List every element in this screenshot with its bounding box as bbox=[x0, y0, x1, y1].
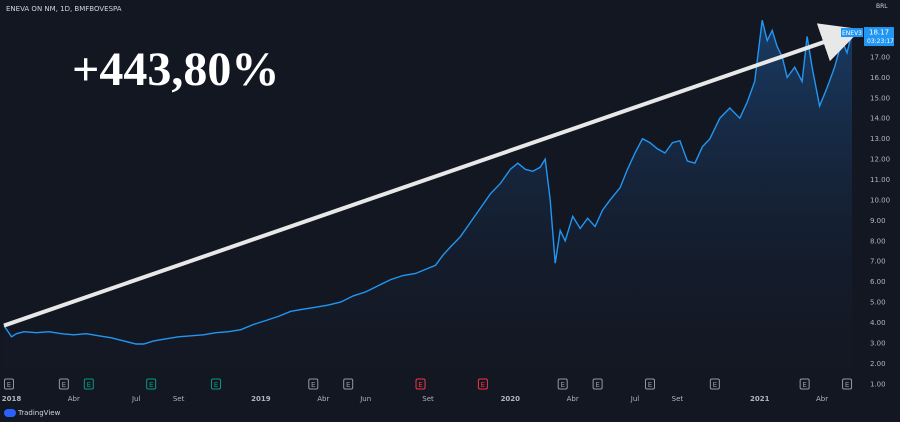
event-marker-box bbox=[842, 378, 853, 390]
event-marker[interactable]: E bbox=[308, 378, 319, 390]
ticker-tag-bg bbox=[841, 28, 863, 38]
event-marker[interactable]: E bbox=[592, 378, 603, 390]
event-marker-label: E bbox=[595, 381, 599, 389]
x-tick-label: Abr bbox=[567, 395, 579, 403]
event-marker[interactable]: E bbox=[3, 378, 14, 390]
event-marker[interactable]: E bbox=[799, 378, 810, 390]
event-marker-box bbox=[799, 378, 810, 390]
price-tag-bg bbox=[864, 27, 894, 47]
event-marker[interactable]: E bbox=[477, 378, 488, 390]
event-marker[interactable]: E bbox=[343, 378, 354, 390]
event-marker[interactable]: E bbox=[146, 378, 157, 390]
event-marker-label: E bbox=[560, 381, 564, 389]
event-marker-box bbox=[308, 378, 319, 390]
price-line bbox=[3, 20, 853, 345]
event-marker-label: E bbox=[311, 381, 315, 389]
y-tick-label: 7.00 bbox=[870, 258, 886, 266]
x-tick-label: Jul bbox=[131, 395, 141, 403]
event-marker-box bbox=[592, 378, 603, 390]
y-tick-label: 15.00 bbox=[870, 94, 890, 102]
y-tick-label: 5.00 bbox=[870, 299, 886, 307]
x-tick-label: Abr bbox=[317, 395, 329, 403]
price-tag-value: 18.17 bbox=[869, 29, 889, 37]
x-tick-label: Jul bbox=[630, 395, 640, 403]
event-marker-label: E bbox=[481, 381, 485, 389]
y-tick-label: 13.00 bbox=[870, 135, 890, 143]
event-marker-label: E bbox=[214, 381, 218, 389]
event-marker-label: E bbox=[418, 381, 422, 389]
y-tick-label: 2.00 bbox=[870, 360, 886, 368]
y-tick-label: 14.00 bbox=[870, 115, 890, 123]
y-tick-label: 4.00 bbox=[870, 319, 886, 327]
event-marker[interactable]: E bbox=[211, 378, 222, 390]
event-marker-box bbox=[644, 378, 655, 390]
y-tick-label: 16.00 bbox=[870, 74, 890, 82]
currency-label: BRL bbox=[876, 3, 888, 10]
event-marker[interactable]: E bbox=[842, 378, 853, 390]
x-tick-label: Abr bbox=[68, 395, 80, 403]
event-marker[interactable]: E bbox=[557, 378, 568, 390]
price-countdown: 03:23:17 bbox=[867, 38, 894, 45]
event-marker-box bbox=[146, 378, 157, 390]
y-tick-label: 17.00 bbox=[870, 53, 890, 61]
event-marker-box bbox=[557, 378, 568, 390]
tradingview-logo[interactable]: TradingView bbox=[4, 409, 60, 417]
event-marker-label: E bbox=[149, 381, 153, 389]
x-tick-label: Jun bbox=[359, 395, 371, 403]
x-tick-label: Abr bbox=[816, 395, 828, 403]
event-marker[interactable]: E bbox=[58, 378, 69, 390]
gain-annotation: +443,80% bbox=[72, 43, 280, 96]
y-tick-label: 12.00 bbox=[870, 156, 890, 164]
chart-title: ENEVA ON NM, 1D, BMFBOVESPA bbox=[6, 5, 122, 13]
x-tick-label: 2020 bbox=[501, 395, 521, 403]
event-marker-label: E bbox=[648, 381, 652, 389]
event-marker-box bbox=[343, 378, 354, 390]
tradingview-label: TradingView bbox=[18, 409, 61, 417]
y-tick-label: 9.00 bbox=[870, 217, 886, 225]
x-tick-label: Set bbox=[672, 395, 684, 403]
event-marker-label: E bbox=[346, 381, 350, 389]
event-marker-box bbox=[415, 378, 426, 390]
event-marker[interactable]: E bbox=[415, 378, 426, 390]
x-tick-label: 2019 bbox=[251, 395, 271, 403]
event-marker-box bbox=[477, 378, 488, 390]
event-marker-label: E bbox=[713, 381, 717, 389]
x-tick-label: Set bbox=[173, 395, 185, 403]
event-marker-label: E bbox=[802, 381, 806, 389]
event-marker-box bbox=[3, 378, 14, 390]
ticker-tag: ENEV3 bbox=[842, 30, 862, 37]
event-marker[interactable]: E bbox=[83, 378, 94, 390]
event-marker[interactable]: E bbox=[644, 378, 655, 390]
event-marker-box bbox=[83, 378, 94, 390]
y-tick-label: 11.00 bbox=[870, 176, 890, 184]
event-marker-label: E bbox=[62, 381, 66, 389]
price-area bbox=[4, 20, 852, 394]
event-marker[interactable]: E bbox=[709, 378, 720, 390]
y-tick-label: 6.00 bbox=[870, 278, 886, 286]
event-marker-label: E bbox=[7, 381, 11, 389]
x-tick-label: Set bbox=[422, 395, 434, 403]
event-marker-label: E bbox=[87, 381, 91, 389]
y-tick-label: 1.00 bbox=[870, 380, 886, 388]
event-marker-box bbox=[211, 378, 222, 390]
trend-arrow bbox=[3, 23, 862, 328]
x-tick-label: 2021 bbox=[750, 395, 770, 403]
y-tick-label: 3.00 bbox=[870, 339, 886, 347]
x-tick-label: 2018 bbox=[2, 395, 22, 403]
tradingview-icon bbox=[4, 409, 16, 417]
y-tick-label: 8.00 bbox=[870, 237, 886, 245]
event-marker-box bbox=[709, 378, 720, 390]
y-tick-label: 10.00 bbox=[870, 196, 890, 204]
event-marker-label: E bbox=[845, 381, 849, 389]
event-marker-box bbox=[58, 378, 69, 390]
